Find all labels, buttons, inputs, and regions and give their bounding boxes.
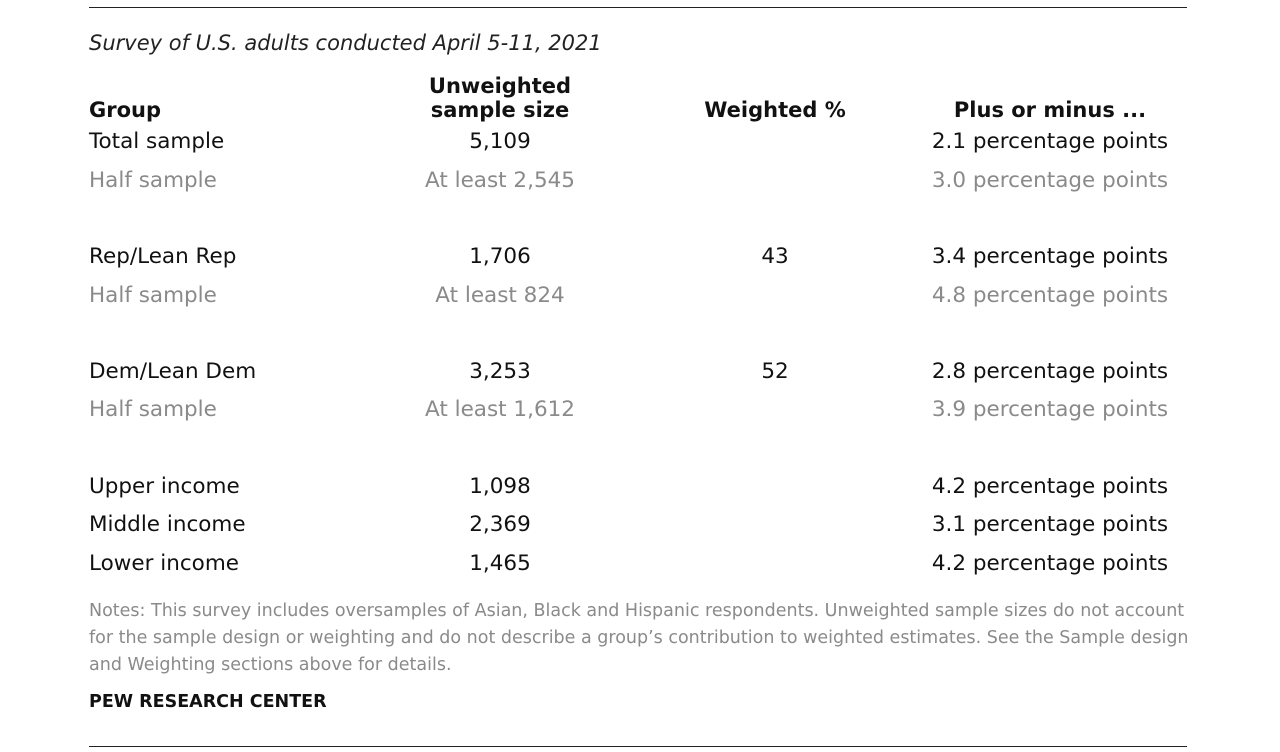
table-row: Lower income 1,465 4.2 percentage points	[0, 549, 1280, 579]
cell-margin-of-error: 4.8 percentage points	[931, 283, 1169, 308]
header-group: Group	[89, 98, 162, 122]
cell-sample-size: At least 1,612	[425, 397, 575, 422]
cell-sample-size: At least 824	[435, 283, 565, 308]
cell-sample-size: 2,369	[469, 512, 531, 537]
cell-margin-of-error: 4.2 percentage points	[931, 551, 1169, 576]
table-row: Half sample At least 1,612 3.9 percentag…	[0, 395, 1280, 425]
table-row: Total sample 5,109 2.1 percentage points	[0, 127, 1280, 157]
header-unweighted-sample-size: Unweighted sample size	[380, 74, 620, 122]
cell-group: Total sample	[89, 129, 225, 154]
cell-group: Half sample	[89, 168, 217, 193]
cell-margin-of-error: 3.4 percentage points	[931, 244, 1169, 269]
cell-margin-of-error: 2.8 percentage points	[931, 359, 1169, 384]
table-row: Rep/Lean Rep 1,706 43 3.4 percentage poi…	[0, 242, 1280, 272]
table-row: Half sample At least 2,545 3.0 percentag…	[0, 166, 1280, 196]
header-margin-of-error: Plus or minus ...	[953, 98, 1147, 122]
cell-sample-size: 1,465	[469, 551, 531, 576]
table-row: Dem/Lean Dem 3,253 52 2.8 percentage poi…	[0, 357, 1280, 387]
cell-sample-size: 1,706	[469, 244, 531, 269]
table-row: Middle income 2,369 3.1 percentage point…	[0, 510, 1280, 540]
top-rule	[89, 7, 1187, 8]
source-credit: PEW RESEARCH CENTER	[89, 692, 327, 712]
cell-margin-of-error: 4.2 percentage points	[931, 474, 1169, 499]
cell-sample-size: 1,098	[469, 474, 531, 499]
cell-group: Lower income	[89, 551, 239, 576]
header-unweighted-line1: Unweighted	[428, 74, 572, 98]
table-notes: Notes: This survey includes oversamples …	[89, 601, 1189, 675]
cell-sample-size: 5,109	[469, 129, 531, 154]
cell-sample-size: 3,253	[469, 359, 531, 384]
bottom-rule	[89, 746, 1187, 747]
cell-margin-of-error: 3.0 percentage points	[931, 168, 1169, 193]
table-subtitle: Survey of U.S. adults conducted April 5-…	[89, 31, 602, 55]
table-row: Upper income 1,098 4.2 percentage points	[0, 472, 1280, 502]
cell-weighted: 43	[761, 244, 789, 269]
cell-group: Middle income	[89, 512, 246, 537]
cell-margin-of-error: 3.1 percentage points	[931, 512, 1169, 537]
cell-group: Rep/Lean Rep	[89, 244, 237, 269]
header-unweighted-line2: sample size	[430, 98, 570, 122]
cell-group: Half sample	[89, 397, 217, 422]
cell-group: Half sample	[89, 283, 217, 308]
cell-group: Dem/Lean Dem	[89, 359, 257, 384]
cell-weighted: 52	[761, 359, 789, 384]
cell-margin-of-error: 3.9 percentage points	[931, 397, 1169, 422]
cell-margin-of-error: 2.1 percentage points	[931, 129, 1169, 154]
header-weighted-percent: Weighted %	[704, 98, 846, 122]
cell-group: Upper income	[89, 474, 240, 499]
cell-sample-size: At least 2,545	[425, 168, 575, 193]
table-row: Half sample At least 824 4.8 percentage …	[0, 281, 1280, 311]
